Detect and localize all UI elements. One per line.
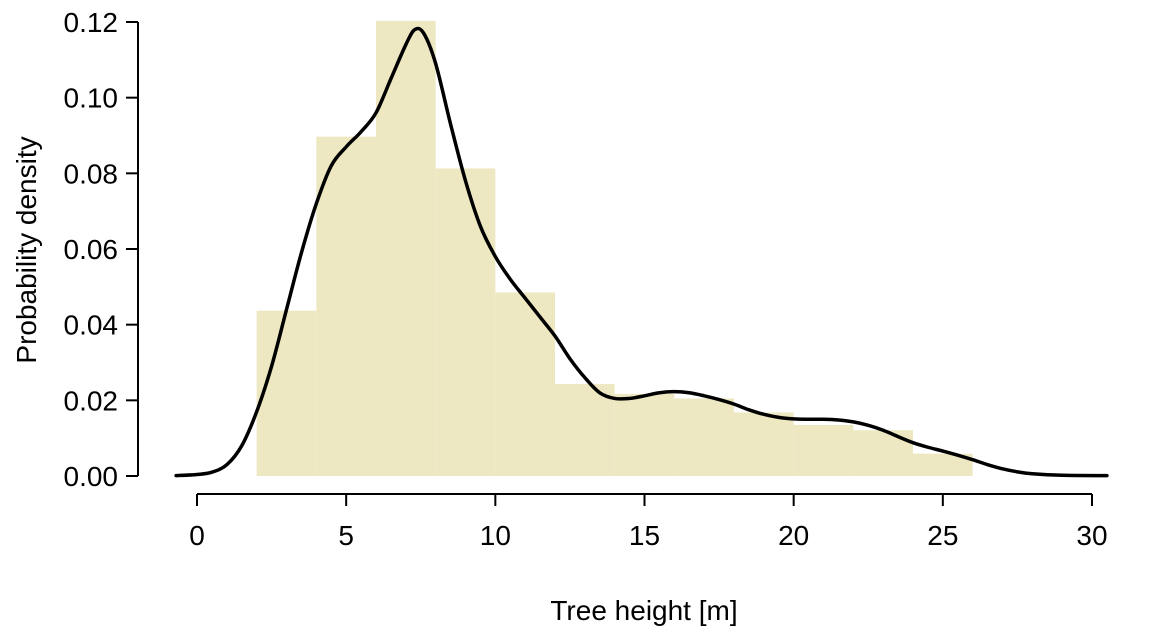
density-curve: [174, 26, 1109, 478]
x-axis: 0 5 10 15 20 25 30: [189, 493, 1108, 551]
histogram-bar: [256, 310, 317, 476]
y-tick-label: 0.08: [64, 158, 119, 189]
x-tick-label: 25: [927, 520, 958, 551]
histogram-bar: [495, 292, 555, 476]
x-tick-label: 30: [1076, 520, 1107, 551]
x-tick-label: 10: [480, 520, 511, 551]
y-tick-label: 0.06: [64, 234, 119, 265]
histogram-bar: [316, 136, 376, 476]
y-tick-label: 0.00: [64, 461, 119, 492]
y-tick-label: 0.02: [64, 385, 119, 416]
x-tick-label: 5: [338, 520, 354, 551]
histogram-bars: [256, 20, 973, 477]
y-tick-label: 0.10: [64, 83, 119, 114]
histogram-bar: [614, 393, 675, 476]
y-tick-label: 0.12: [64, 7, 119, 38]
y-axis: 0.00 0.02 0.04 0.06 0.08 0.10 0.12: [64, 7, 139, 492]
histogram-bar: [913, 453, 973, 476]
histogram-bar: [793, 424, 854, 476]
x-tick-label: 0: [189, 520, 205, 551]
histogram-bar: [555, 384, 615, 476]
histogram-bar: [734, 412, 794, 476]
y-axis-label: Probability density: [11, 136, 42, 363]
y-tick-label: 0.04: [64, 310, 119, 341]
histogram-bar: [674, 398, 734, 476]
histogram-bar: [435, 168, 496, 477]
histogram-bar: [853, 430, 913, 476]
x-tick-label: 15: [629, 520, 660, 551]
x-tick-label: 20: [778, 520, 809, 551]
x-axis-label: Tree height [m]: [550, 595, 737, 626]
density-curve-layer: [174, 26, 1109, 478]
histogram-bar: [376, 20, 436, 477]
